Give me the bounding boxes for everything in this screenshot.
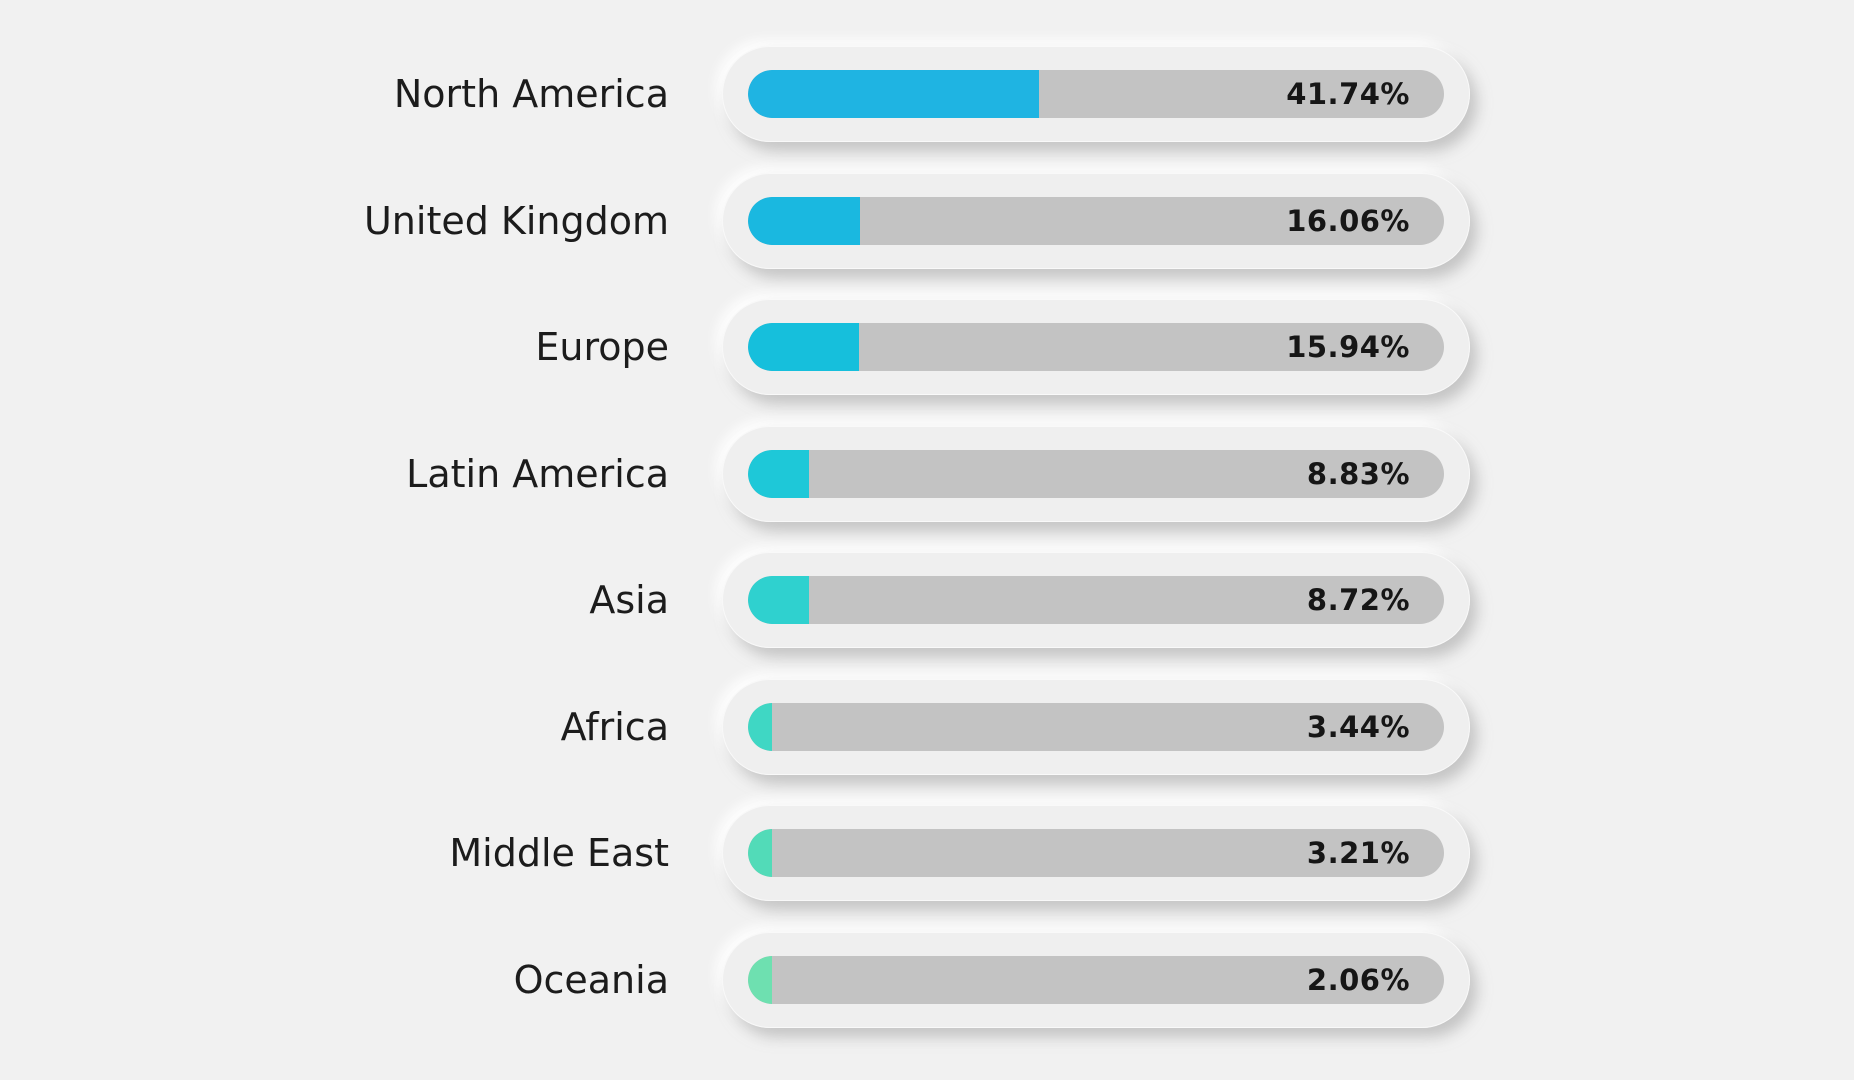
bar-row: United Kingdom 16.06% [0, 172, 1854, 269]
bar-track: 2.06% [748, 955, 1444, 1004]
bar [748, 955, 772, 1004]
data-label: 8.83% [1306, 456, 1410, 491]
bar-row: Africa 3.44% [0, 678, 1854, 775]
bar-container: 3.44% [722, 678, 1470, 775]
bar [748, 702, 772, 751]
data-label: 3.44% [1306, 709, 1410, 744]
bar-track: 3.44% [748, 702, 1444, 751]
bar-container: 8.72% [722, 552, 1470, 648]
category-label: Oceania [513, 957, 669, 1002]
bar-container: 41.74% [722, 46, 1470, 142]
category-label: Asia [589, 578, 669, 622]
data-label: 16.06% [1286, 203, 1410, 238]
data-label: 41.74% [1286, 77, 1410, 111]
category-label: Latin America [406, 451, 669, 496]
bar-track: 41.74% [748, 70, 1444, 118]
category-label: North America [393, 72, 669, 116]
category-label: United Kingdom [363, 198, 669, 243]
bar-track: 15.94% [748, 323, 1444, 371]
bar [748, 449, 810, 498]
bar-row: Asia 8.72% [0, 552, 1854, 648]
bar-container: 15.94% [722, 299, 1470, 395]
data-label: 3.21% [1306, 836, 1410, 870]
bar [748, 576, 809, 624]
bar-container: 8.83% [722, 425, 1470, 522]
bar-container: 3.21% [722, 805, 1470, 901]
bar [748, 323, 859, 371]
category-label: Europe [535, 325, 669, 369]
bar-row: Oceania 2.06% [0, 931, 1854, 1028]
bar-row: Latin America 8.83% [0, 425, 1854, 522]
bar-row: Europe 15.94% [0, 299, 1854, 395]
bar-track: 3.21% [748, 829, 1444, 877]
category-label: Africa [560, 704, 669, 749]
data-label: 15.94% [1286, 330, 1410, 364]
bar [748, 196, 860, 245]
category-label: Middle East [449, 831, 669, 875]
bar [748, 70, 1039, 118]
bar [748, 829, 772, 877]
bar-row: Middle East 3.21% [0, 805, 1854, 901]
data-label: 8.72% [1306, 583, 1410, 617]
bar-container: 16.06% [722, 172, 1470, 269]
bar-track: 16.06% [748, 196, 1444, 245]
data-label: 2.06% [1306, 962, 1410, 997]
bar-container: 2.06% [722, 931, 1470, 1028]
bar-track: 8.72% [748, 576, 1444, 624]
bar-track: 8.83% [748, 449, 1444, 498]
bar-row: North America 41.74% [0, 46, 1854, 142]
